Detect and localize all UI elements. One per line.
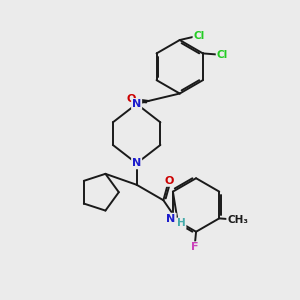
Text: O: O — [127, 94, 136, 103]
Text: Cl: Cl — [217, 50, 228, 60]
Text: N: N — [132, 158, 141, 168]
Text: H: H — [177, 218, 186, 228]
Text: CH₃: CH₃ — [227, 215, 248, 225]
Text: Cl: Cl — [194, 31, 205, 40]
Text: O: O — [164, 176, 173, 186]
Text: N: N — [167, 214, 176, 224]
Text: N: N — [132, 99, 141, 109]
Text: F: F — [191, 242, 198, 252]
